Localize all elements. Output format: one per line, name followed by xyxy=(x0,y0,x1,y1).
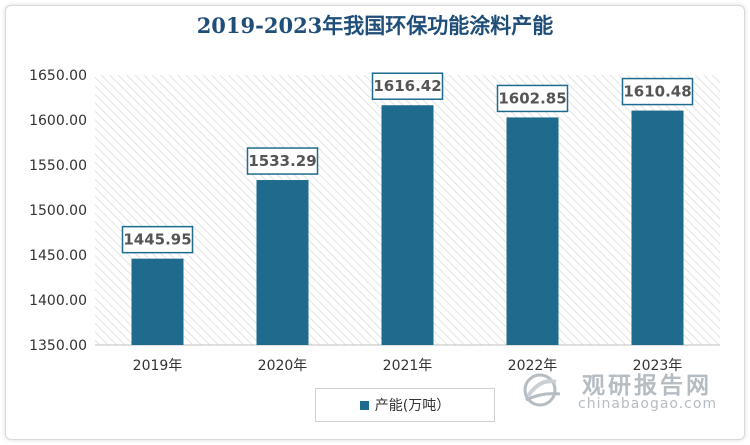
y-tick-label: 1350.00 xyxy=(29,338,87,354)
x-tick-label: 2021年 xyxy=(383,358,433,374)
legend: 产能(万吨） xyxy=(315,388,495,422)
y-tick-label: 1400.00 xyxy=(29,293,87,309)
data-label-box xyxy=(246,147,319,175)
bar xyxy=(631,110,684,346)
x-tick-label: 2023年 xyxy=(633,358,683,374)
bar xyxy=(381,105,434,345)
watermark-cn: 观研报告网 xyxy=(582,373,712,399)
x-tick-label: 2019年 xyxy=(133,358,183,374)
data-label-box xyxy=(371,72,444,100)
y-tick-label: 1450.00 xyxy=(29,248,87,264)
data-label: 1610.48 xyxy=(623,83,691,101)
data-label-box xyxy=(621,77,694,106)
y-tick-label: 1650.00 xyxy=(29,68,87,84)
globe-logo-icon xyxy=(523,373,561,407)
data-label: 1616.42 xyxy=(373,77,441,95)
data-label-box xyxy=(121,225,194,254)
y-tick-label: 1600.00 xyxy=(29,113,87,129)
bar xyxy=(256,180,309,345)
legend-label: 产能(万吨） xyxy=(374,398,451,414)
chart-title: 2019-2023年我国环保功能涂料产能 xyxy=(196,13,554,38)
data-label: 1533.29 xyxy=(248,152,316,170)
watermark: 观研报告网 chinabaogao.com xyxy=(520,366,742,414)
legend-swatch xyxy=(359,400,369,410)
data-label-box xyxy=(496,84,569,113)
data-label: 1445.95 xyxy=(123,231,191,249)
x-tick-label: 2020年 xyxy=(258,358,308,374)
y-tick-label: 1500.00 xyxy=(29,203,87,219)
y-tick-label: 1550.00 xyxy=(29,158,87,174)
bar xyxy=(506,117,559,345)
watermark-en: chinabaogao.com xyxy=(578,396,718,412)
x-tick-label: 2022年 xyxy=(508,358,558,374)
data-label: 1602.85 xyxy=(498,89,566,107)
bar xyxy=(131,258,184,345)
